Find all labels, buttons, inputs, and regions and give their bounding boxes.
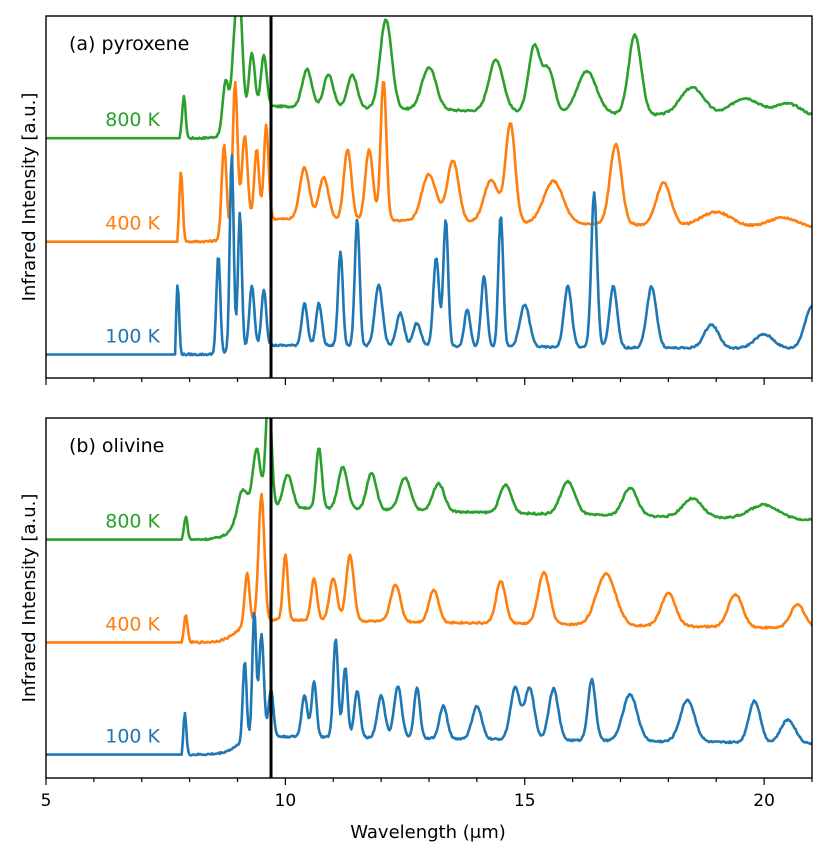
panel-title: (a) pyroxene — [69, 33, 189, 55]
x-tick-label: 5 — [41, 791, 52, 811]
series-line-800k — [46, 418, 812, 542]
series-line-400k — [46, 492, 812, 645]
series-label-100k: 100 K — [105, 325, 160, 347]
series-line-400k — [46, 80, 812, 244]
curves — [46, 16, 812, 357]
curves — [46, 418, 812, 757]
series-line-100k — [46, 611, 812, 757]
series-label-100k: 100 K — [105, 726, 160, 748]
series-label-800k: 800 K — [105, 109, 160, 131]
x-tick-label: 20 — [753, 791, 775, 811]
olivine-panel: 800 K 400 K 100 K 5 10 15 20 (b) olivine Infrare… — [19, 417, 813, 811]
series-label-400k: 400 K — [105, 613, 160, 635]
pyroxene-panel: 800 K 400 K 100 K (a) pyroxene Infrared Inte… — [19, 15, 813, 385]
y-axis-label: Infrared Intensity [a.u.] — [19, 494, 40, 703]
x-axis-label: Wavelength (μm) — [350, 822, 506, 843]
plot-frame — [45, 15, 813, 379]
y-axis-label: Infrared Intensity [a.u.] — [19, 93, 40, 302]
series-label-800k: 800 K — [105, 511, 160, 533]
series-line-100k — [46, 153, 812, 357]
series-line-800k — [46, 16, 812, 141]
panel-title: (b) olivine — [69, 435, 164, 457]
x-tick-label: 10 — [275, 791, 297, 811]
series-label-400k: 400 K — [105, 213, 160, 235]
x-tick-label: 15 — [514, 791, 536, 811]
